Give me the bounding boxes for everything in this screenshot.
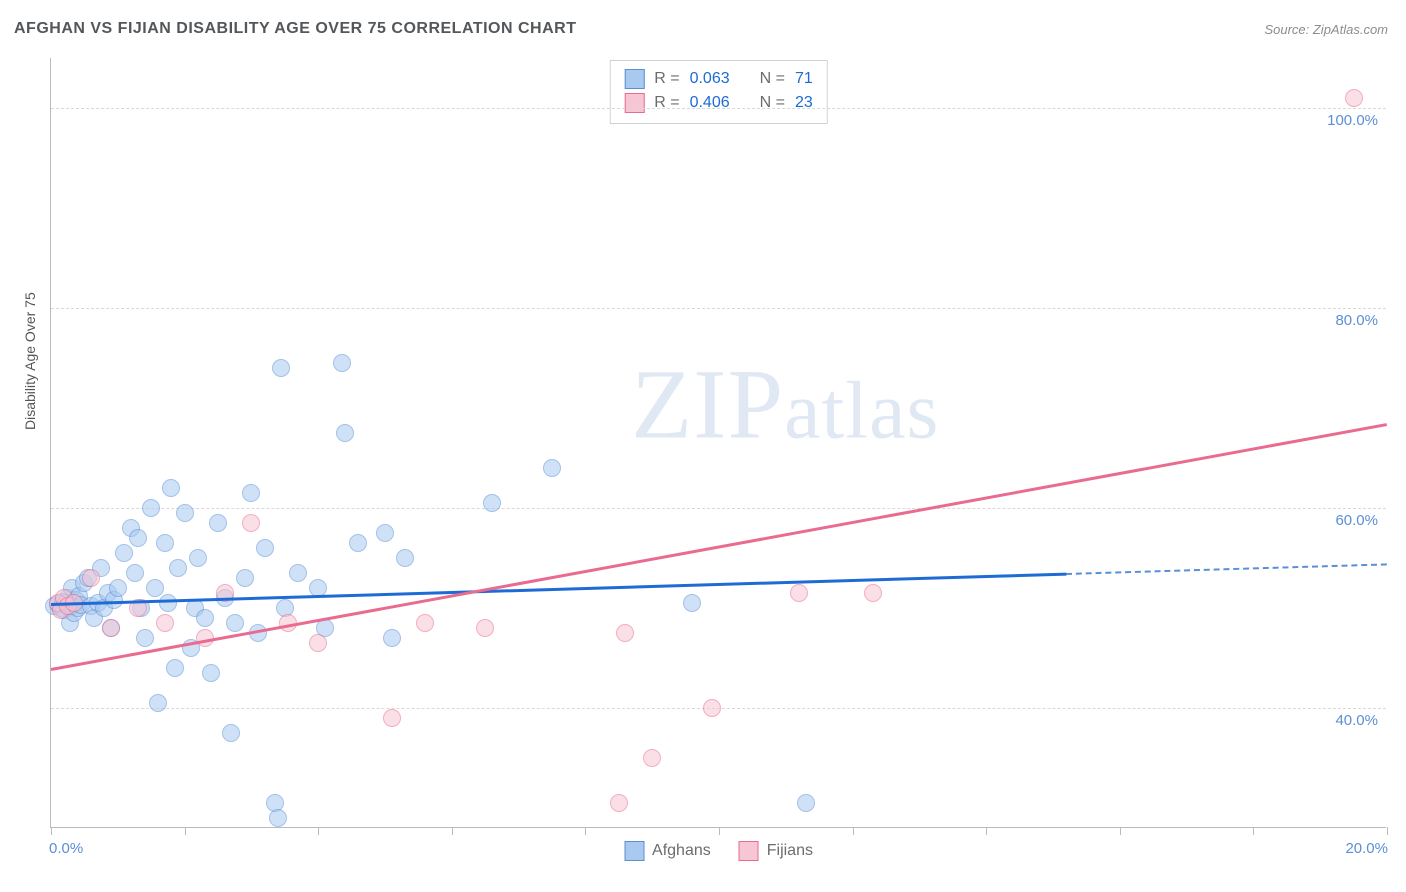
x-tick xyxy=(51,827,52,835)
data-point xyxy=(349,534,367,552)
n-label: N = xyxy=(760,91,785,115)
x-tick xyxy=(185,827,186,835)
data-point xyxy=(209,514,227,532)
data-point xyxy=(396,549,414,567)
r-value: 0.063 xyxy=(690,67,730,91)
data-point xyxy=(543,459,561,477)
data-point xyxy=(169,559,187,577)
data-point xyxy=(643,749,661,767)
y-tick-label: 40.0% xyxy=(1335,712,1378,729)
data-point xyxy=(126,564,144,582)
x-tick xyxy=(986,827,987,835)
r-label: R = xyxy=(654,67,679,91)
data-point xyxy=(683,594,701,612)
data-point xyxy=(383,629,401,647)
data-point xyxy=(336,424,354,442)
x-tick xyxy=(318,827,319,835)
legend-swatch xyxy=(624,69,644,89)
y-tick-label: 80.0% xyxy=(1335,312,1378,329)
correlation-chart: AFGHAN VS FIJIAN DISABILITY AGE OVER 75 … xyxy=(0,0,1406,892)
x-tick xyxy=(1120,827,1121,835)
legend-swatch xyxy=(624,93,644,113)
data-point xyxy=(309,634,327,652)
legend-swatch xyxy=(624,841,644,861)
watermark: ZIPatlas xyxy=(631,347,939,462)
n-value: 71 xyxy=(795,67,813,91)
legend-item: Fijians xyxy=(739,841,813,861)
data-point xyxy=(196,609,214,627)
trend-line-fijians xyxy=(51,423,1388,671)
data-point xyxy=(115,544,133,562)
data-point xyxy=(242,484,260,502)
y-tick-label: 100.0% xyxy=(1327,112,1378,129)
data-point xyxy=(222,724,240,742)
data-point xyxy=(333,354,351,372)
data-point xyxy=(176,504,194,522)
data-point xyxy=(703,699,721,717)
chart-title: AFGHAN VS FIJIAN DISABILITY AGE OVER 75 … xyxy=(14,20,576,38)
y-tick-label: 60.0% xyxy=(1335,512,1378,529)
x-tick xyxy=(585,827,586,835)
data-point xyxy=(616,624,634,642)
data-point xyxy=(129,529,147,547)
chart-source: Source: ZipAtlas.com xyxy=(1264,22,1388,37)
n-value: 23 xyxy=(795,91,813,115)
data-point xyxy=(156,614,174,632)
data-point xyxy=(159,594,177,612)
data-point xyxy=(864,584,882,602)
data-point xyxy=(142,499,160,517)
plot-area: ZIPatlas R = 0.063 N = 71 R = 0.406 N = … xyxy=(50,58,1386,828)
data-point xyxy=(272,359,290,377)
x-tick-label: 20.0% xyxy=(1345,840,1388,857)
gridline xyxy=(51,108,1386,109)
data-point xyxy=(242,514,260,532)
trend-line-afghans-extrapolated xyxy=(1066,563,1387,575)
x-tick xyxy=(1253,827,1254,835)
legend-item: Afghans xyxy=(624,841,711,861)
legend-label: Afghans xyxy=(652,842,711,860)
data-point xyxy=(149,694,167,712)
data-point xyxy=(610,794,628,812)
data-point xyxy=(416,614,434,632)
data-point xyxy=(476,619,494,637)
gridline xyxy=(51,508,1386,509)
data-point xyxy=(226,614,244,632)
r-label: R = xyxy=(654,91,679,115)
gridline xyxy=(51,308,1386,309)
data-point xyxy=(202,664,220,682)
data-point xyxy=(146,579,164,597)
y-axis-label: Disability Age Over 75 xyxy=(22,292,38,430)
data-point xyxy=(82,569,100,587)
data-point xyxy=(256,539,274,557)
data-point xyxy=(156,534,174,552)
data-point xyxy=(797,794,815,812)
r-value: 0.406 xyxy=(690,91,730,115)
legend-stats-row: R = 0.063 N = 71 xyxy=(624,67,813,91)
data-point xyxy=(383,709,401,727)
data-point xyxy=(483,494,501,512)
data-point xyxy=(162,479,180,497)
data-point xyxy=(166,659,184,677)
n-label: N = xyxy=(760,67,785,91)
legend-stats-row: R = 0.406 N = 23 xyxy=(624,91,813,115)
data-point xyxy=(376,524,394,542)
x-tick xyxy=(452,827,453,835)
legend-series: Afghans Fijians xyxy=(624,841,813,861)
data-point xyxy=(109,579,127,597)
legend-label: Fijians xyxy=(767,842,813,860)
legend-stats: R = 0.063 N = 71 R = 0.406 N = 23 xyxy=(609,60,828,124)
data-point xyxy=(102,619,120,637)
x-tick xyxy=(1387,827,1388,835)
data-point xyxy=(136,629,154,647)
data-point xyxy=(189,549,207,567)
legend-swatch xyxy=(739,841,759,861)
data-point xyxy=(790,584,808,602)
x-tick-label: 0.0% xyxy=(49,840,83,857)
x-tick xyxy=(719,827,720,835)
data-point xyxy=(289,564,307,582)
data-point xyxy=(236,569,254,587)
x-tick xyxy=(853,827,854,835)
data-point xyxy=(1345,89,1363,107)
data-point xyxy=(269,809,287,827)
